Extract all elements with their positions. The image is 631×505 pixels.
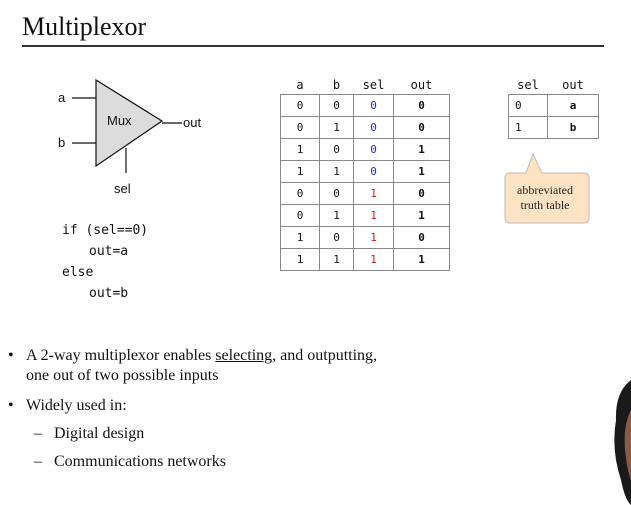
cell-out: a (547, 94, 599, 117)
abbrev-table-header: sel out (509, 76, 599, 95)
table-row: 1 0 0 1 (280, 138, 450, 161)
truth-table-header: a b sel out (281, 76, 450, 95)
cell-a: 1 (280, 248, 320, 271)
cell-a: 1 (280, 160, 320, 183)
sub-bullet-item: – Digital design (4, 424, 377, 444)
table-row: 1 b (508, 116, 599, 139)
bullet-item: • Widely used in: (4, 396, 377, 416)
cell-b: 0 (319, 94, 354, 117)
cell-a: 0 (280, 116, 320, 139)
bullet-line: Widely used in: (26, 397, 127, 414)
cell-sel: 0 (353, 160, 394, 183)
input-a-label: a (58, 90, 66, 105)
cell-out: b (547, 116, 599, 139)
callout-shape (504, 152, 590, 224)
code-line-4: out=b (89, 286, 129, 301)
header-sel: sel (362, 78, 385, 92)
underlined-word: selecting (215, 347, 273, 364)
cell-out: 0 (393, 226, 450, 249)
cell-sel: 0 (353, 116, 394, 139)
cell-out: 1 (393, 248, 450, 271)
cell-a: 0 (280, 204, 320, 227)
cell-b: 0 (319, 138, 354, 161)
table-row: 1 1 1 1 (280, 248, 450, 271)
cell-out: 1 (393, 138, 450, 161)
code-line-2: out=a (89, 244, 129, 259)
cell-b: 1 (319, 204, 354, 227)
cell-a: 1 (280, 226, 320, 249)
cell-sel: 1 (508, 116, 548, 139)
input-b-label: b (58, 135, 65, 150)
cell-b: 1 (319, 116, 354, 139)
dash-icon: – (34, 425, 42, 442)
table-row: 0 0 0 0 (280, 94, 450, 117)
code-line-1: if (sel==0) (62, 223, 149, 238)
cell-sel: 0 (353, 138, 394, 161)
cell-sel: 1 (353, 248, 394, 271)
bullet-line: one out of two possible inputs (26, 367, 219, 384)
presenter-image (614, 380, 631, 505)
cell-sel: 0 (508, 94, 548, 117)
abbreviated-truth-table: sel out 0 a 1 b (508, 76, 599, 139)
header-out: out (410, 78, 433, 92)
header-sel: sel (517, 78, 539, 92)
cell-b: 1 (319, 248, 354, 271)
table-row: 0 a (508, 94, 599, 117)
sub-bullet-item: – Communications networks (4, 452, 377, 472)
table-row: 0 1 1 1 (280, 204, 450, 227)
cell-sel: 0 (353, 94, 394, 117)
slide-title: Multiplexor (22, 12, 147, 41)
cell-b: 0 (319, 226, 354, 249)
table-row: 0 1 0 0 (280, 116, 450, 139)
dash-icon: – (34, 453, 42, 470)
truth-table: a b sel out 0 0 0 0 0 1 0 0 1 0 0 1 1 1 … (280, 76, 450, 271)
mux-diagram: Mux a b out sel (58, 78, 201, 196)
callout-bubble (504, 152, 590, 224)
code-line-3: else (62, 265, 94, 280)
cell-out: 1 (393, 160, 450, 183)
cell-out: 1 (393, 204, 450, 227)
cell-out: 0 (393, 182, 450, 205)
header-b: b (332, 78, 341, 92)
table-row: 1 1 0 1 (280, 160, 450, 183)
cell-sel: 1 (353, 226, 394, 249)
callout-line-2: truth table (520, 198, 570, 212)
title-divider (22, 45, 604, 47)
mux-shape (95, 78, 164, 168)
header-out: out (562, 78, 584, 92)
code-block: if (sel==0) out=a else out=b (62, 220, 148, 304)
output-label: out (183, 115, 201, 130)
callout-line-1: abbreviated (517, 183, 573, 197)
mux-label: Mux (107, 113, 132, 128)
cell-sel: 1 (353, 182, 394, 205)
cell-b: 1 (319, 160, 354, 183)
cell-a: 0 (280, 94, 320, 117)
bullet-line: A 2-way multiplexor enables selecting, a… (26, 346, 377, 366)
select-label: sel (114, 181, 131, 196)
header-a: a (296, 78, 304, 92)
cell-a: 0 (280, 182, 320, 205)
cell-a: 1 (280, 138, 320, 161)
bullet-list: • A 2-way multiplexor enables selecting,… (4, 346, 377, 472)
cell-out: 0 (393, 116, 450, 139)
bullet-text: , and outputting, (272, 347, 378, 364)
table-row: 1 0 1 0 (280, 226, 450, 249)
sub-bullet-text: Communications networks (54, 453, 226, 470)
cell-out: 0 (393, 94, 450, 117)
bullet-dot-icon: • (8, 397, 14, 414)
bullet-text: A 2-way multiplexor enables (26, 347, 216, 364)
bullet-item: • A 2-way multiplexor enables selecting,… (4, 346, 377, 386)
callout-text: abbreviated truth table (503, 183, 587, 213)
table-row: 0 0 1 0 (280, 182, 450, 205)
sub-bullet-text: Digital design (54, 425, 145, 442)
cell-b: 0 (319, 182, 354, 205)
bullet-dot-icon: • (8, 347, 14, 364)
cell-sel: 1 (353, 204, 394, 227)
